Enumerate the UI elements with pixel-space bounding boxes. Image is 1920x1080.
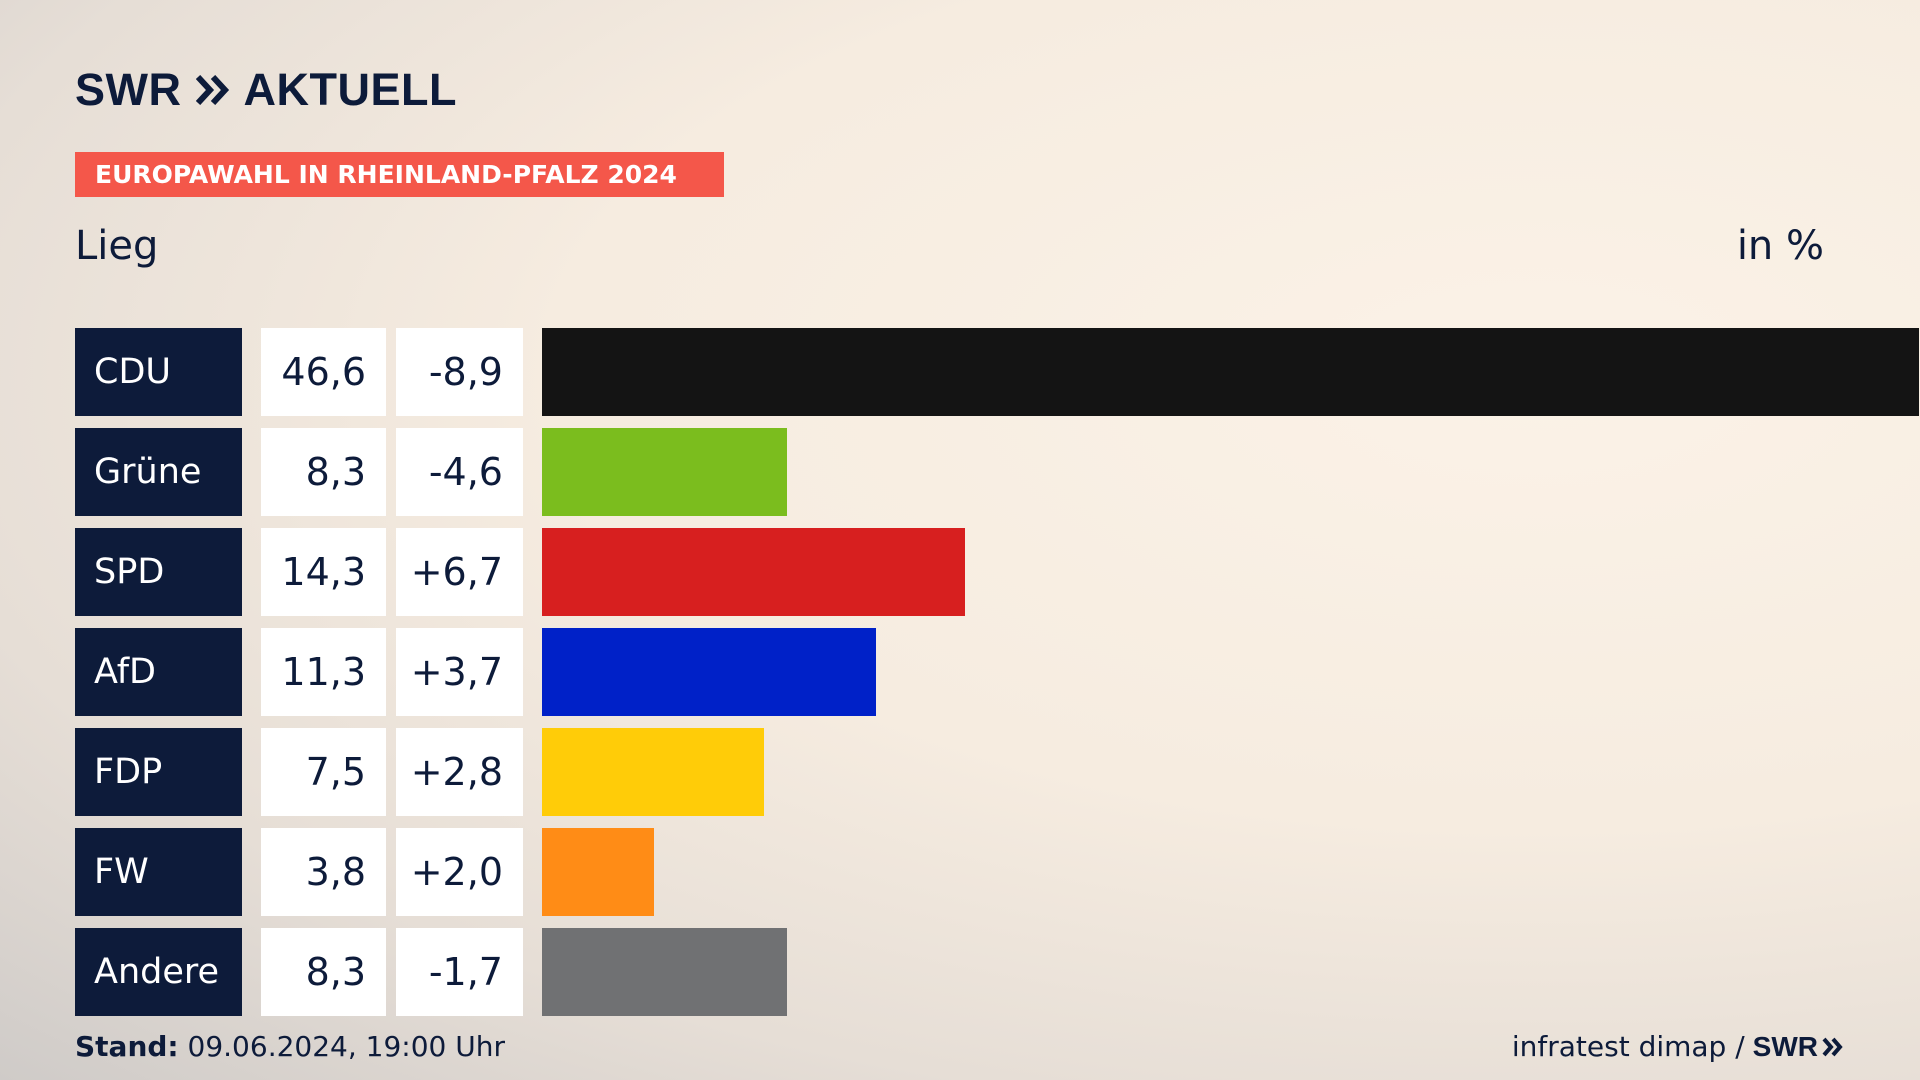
stand-value: 09.06.2024, 19:00 Uhr	[187, 1030, 505, 1063]
result-bar	[542, 428, 787, 516]
vote-share-value: 46,6	[261, 328, 386, 416]
result-bar	[542, 828, 654, 916]
vote-change-value: +3,7	[396, 628, 523, 716]
party-label: Grüne	[75, 428, 242, 516]
result-bar	[542, 328, 1919, 416]
party-label: FDP	[75, 728, 242, 816]
party-label: AfD	[75, 628, 242, 716]
result-bar	[542, 728, 764, 816]
timestamp: Stand: 09.06.2024, 19:00 Uhr	[75, 1030, 505, 1063]
chart-subtitle: Lieg	[75, 223, 159, 269]
double-chevron-small-icon	[1822, 1037, 1843, 1056]
vote-change-value: -4,6	[396, 428, 523, 516]
result-bar	[542, 528, 965, 616]
party-label: CDU	[75, 328, 242, 416]
vote-share-value: 14,3	[261, 528, 386, 616]
swr-mini-logo: SWR	[1753, 1031, 1844, 1063]
party-label: FW	[75, 828, 242, 916]
unit-label: in %	[1736, 223, 1824, 269]
logo-text: SWR	[75, 64, 182, 115]
vote-share-value: 3,8	[261, 828, 386, 916]
swr-aktuell-logo: SWR AKTUELL	[75, 64, 457, 115]
vote-share-value: 8,3	[261, 428, 386, 516]
party-label: Andere	[75, 928, 242, 1016]
party-label: SPD	[75, 528, 242, 616]
vote-change-value: -1,7	[396, 928, 523, 1016]
vote-change-value: -8,9	[396, 328, 523, 416]
vote-change-value: +2,0	[396, 828, 523, 916]
result-bar	[542, 928, 787, 1016]
double-chevron-icon	[195, 75, 230, 105]
mini-logo-text: SWR	[1752, 1030, 1818, 1062]
source-credit: infratest dimap / SWR	[1512, 1030, 1844, 1063]
vote-change-value: +6,7	[396, 528, 523, 616]
vote-change-value: +2,8	[396, 728, 523, 816]
vote-share-value: 8,3	[261, 928, 386, 1016]
source-text: infratest dimap /	[1511, 1030, 1745, 1063]
vote-share-value: 7,5	[261, 728, 386, 816]
logo-suffix: AKTUELL	[243, 64, 457, 115]
vote-share-value: 11,3	[261, 628, 386, 716]
result-bar	[542, 628, 876, 716]
stand-label: Stand:	[75, 1030, 179, 1063]
election-tag: EUROPAWAHL IN RHEINLAND-PFALZ 2024	[75, 152, 724, 197]
